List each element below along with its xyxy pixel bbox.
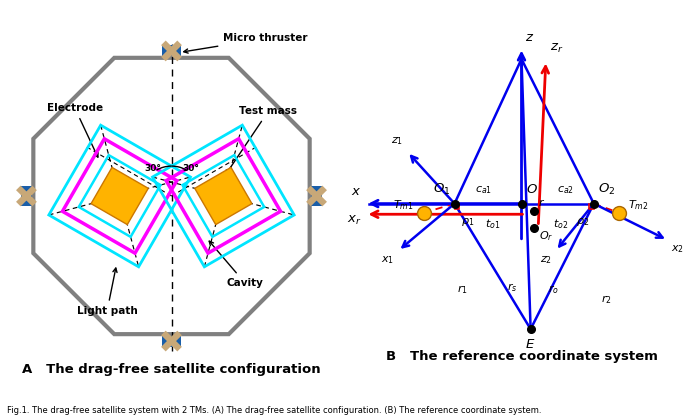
Text: $t_{o2}$: $t_{o2}$ bbox=[554, 217, 568, 231]
Text: Fig.1. The drag-free satellite system with 2 TMs. (A) The drag-free satellite co: Fig.1. The drag-free satellite system wi… bbox=[7, 406, 542, 415]
Text: $x_1$: $x_1$ bbox=[382, 254, 394, 266]
Text: $\rho_2$: $\rho_2$ bbox=[576, 216, 589, 228]
Text: $r_s$: $r_s$ bbox=[507, 281, 517, 294]
Text: Test mass: Test mass bbox=[226, 106, 298, 174]
Polygon shape bbox=[306, 186, 327, 206]
Polygon shape bbox=[311, 186, 322, 206]
Text: $z_r$: $z_r$ bbox=[550, 42, 563, 55]
Text: $z_2$: $z_2$ bbox=[540, 254, 552, 266]
Text: $c_{a1}$: $c_{a1}$ bbox=[475, 184, 492, 196]
Text: A   The drag-free satellite configuration: A The drag-free satellite configuration bbox=[22, 364, 321, 377]
Text: $x_r$: $x_r$ bbox=[347, 214, 362, 227]
Text: $z$: $z$ bbox=[524, 31, 534, 44]
Polygon shape bbox=[34, 58, 309, 334]
Text: $O_2$: $O_2$ bbox=[598, 182, 616, 197]
Polygon shape bbox=[161, 331, 182, 352]
Text: $T_{m1}$: $T_{m1}$ bbox=[393, 198, 414, 212]
Polygon shape bbox=[162, 336, 181, 347]
Polygon shape bbox=[161, 331, 182, 352]
Text: $x_2$: $x_2$ bbox=[671, 243, 685, 255]
Text: $r_o$: $r_o$ bbox=[548, 284, 559, 296]
Text: Electrode: Electrode bbox=[47, 103, 103, 157]
Text: $r_2$: $r_2$ bbox=[601, 294, 612, 306]
Polygon shape bbox=[162, 45, 181, 56]
Text: $\rho_1$: $\rho_1$ bbox=[461, 216, 475, 228]
Text: $O_r$: $O_r$ bbox=[539, 229, 554, 243]
Polygon shape bbox=[16, 186, 37, 206]
Polygon shape bbox=[161, 40, 182, 61]
Polygon shape bbox=[195, 167, 252, 225]
Text: $E$: $E$ bbox=[526, 338, 536, 351]
Polygon shape bbox=[21, 186, 32, 206]
Text: Light path: Light path bbox=[77, 268, 137, 316]
Text: $t_{o1}$: $t_{o1}$ bbox=[485, 217, 500, 231]
Text: Micro thruster: Micro thruster bbox=[183, 33, 308, 53]
Polygon shape bbox=[16, 186, 37, 206]
Text: $z_1$: $z_1$ bbox=[391, 136, 404, 147]
Text: $O_1$: $O_1$ bbox=[433, 182, 450, 197]
Text: $x$: $x$ bbox=[351, 185, 362, 198]
Text: 30°: 30° bbox=[144, 164, 161, 173]
Text: $T_{m2}$: $T_{m2}$ bbox=[628, 198, 648, 212]
Text: $O$: $O$ bbox=[526, 183, 538, 196]
Text: $c_{a2}$: $c_{a2}$ bbox=[557, 184, 574, 196]
Text: B   The reference coordinate system: B The reference coordinate system bbox=[386, 350, 657, 364]
Text: 30°: 30° bbox=[182, 164, 199, 173]
Text: Cavity: Cavity bbox=[209, 241, 263, 288]
Polygon shape bbox=[306, 186, 327, 206]
Polygon shape bbox=[161, 40, 182, 61]
Polygon shape bbox=[91, 167, 148, 225]
Text: $r_1$: $r_1$ bbox=[456, 284, 468, 296]
Text: $r$: $r$ bbox=[538, 197, 545, 208]
